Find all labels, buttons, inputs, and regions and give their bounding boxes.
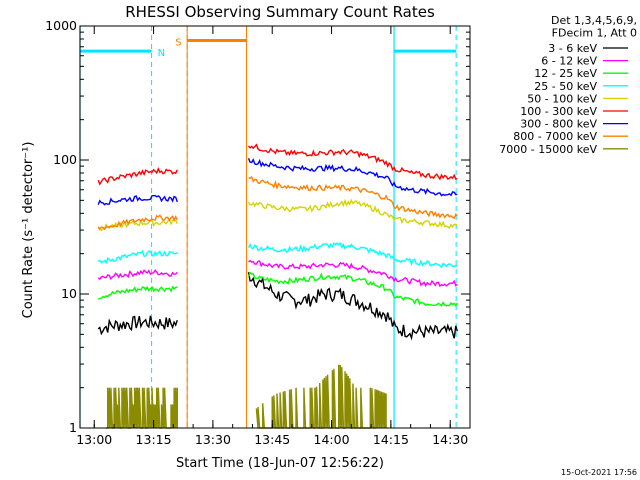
flag-label-S: S [175,37,181,48]
x-tick-label-3: 13:45 [254,432,290,447]
saa-region [186,25,248,429]
legend-entry-5: 100 - 300 keV [520,105,597,118]
legend-entry-4: 50 - 100 keV [527,92,597,105]
legend-entry-8: 7000 - 15000 keV [499,143,597,156]
legend-header-1: FDecim 1, Att 0 [552,27,637,40]
flag-label-N: N [158,48,165,59]
y-tick-label-2: 100 [53,152,77,167]
legend-entry-3: 25 - 50 keV [534,80,597,93]
axes: 13:00 13:15 13:30 13:45 14:00 14:15 14:30 1 10 10… [45,18,471,447]
legend-entry-2: 12 - 25 keV [534,67,597,80]
footer-date: 15-Oct-2021 17:56 [561,468,637,477]
x-axis-label: Start Time (18-Jun-07 12:56:22) [176,456,384,471]
x-tick-label-4: 14:00 [314,432,350,447]
legend-header-0: Det 1,3,4,5,6,9, [551,14,637,27]
x-tick-label-1: 13:15 [136,432,172,447]
x-tick-label-5: 14:15 [373,432,409,447]
series-line-3 [97,242,458,269]
series-line-7 [97,175,458,231]
series-line-6 [97,158,458,206]
series-line-0 [97,272,458,341]
series-line-2 [97,271,458,308]
y-tick-label-3: 1000 [45,18,77,33]
y-tick-label-0: 1 [69,420,77,435]
plot-area: NS [79,25,458,429]
legend-entry-0: 3 - 6 keV [548,42,597,55]
x-tick-label-6: 14:30 [432,432,468,447]
series-line-1 [97,259,458,288]
x-tick-label-2: 13:30 [195,432,231,447]
y-tick-label-1: 10 [61,286,77,301]
x-tick-label-0: 13:00 [76,432,112,447]
legend-entry-7: 800 - 7000 keV [513,130,597,143]
y-axis-label: Count Rate (s⁻¹ detector⁻¹) [21,142,36,319]
chart-title: RHESSI Observing Summary Count Rates [125,3,435,21]
legend: Det 1,3,4,5,6,9,FDecim 1, Att 0 3 - 6 keV… [499,14,637,156]
series-line-5 [97,143,458,186]
legend-entry-6: 300 - 800 keV [520,118,597,131]
plot-frame [79,25,471,429]
legend-entry-1: 6 - 12 keV [541,55,597,68]
